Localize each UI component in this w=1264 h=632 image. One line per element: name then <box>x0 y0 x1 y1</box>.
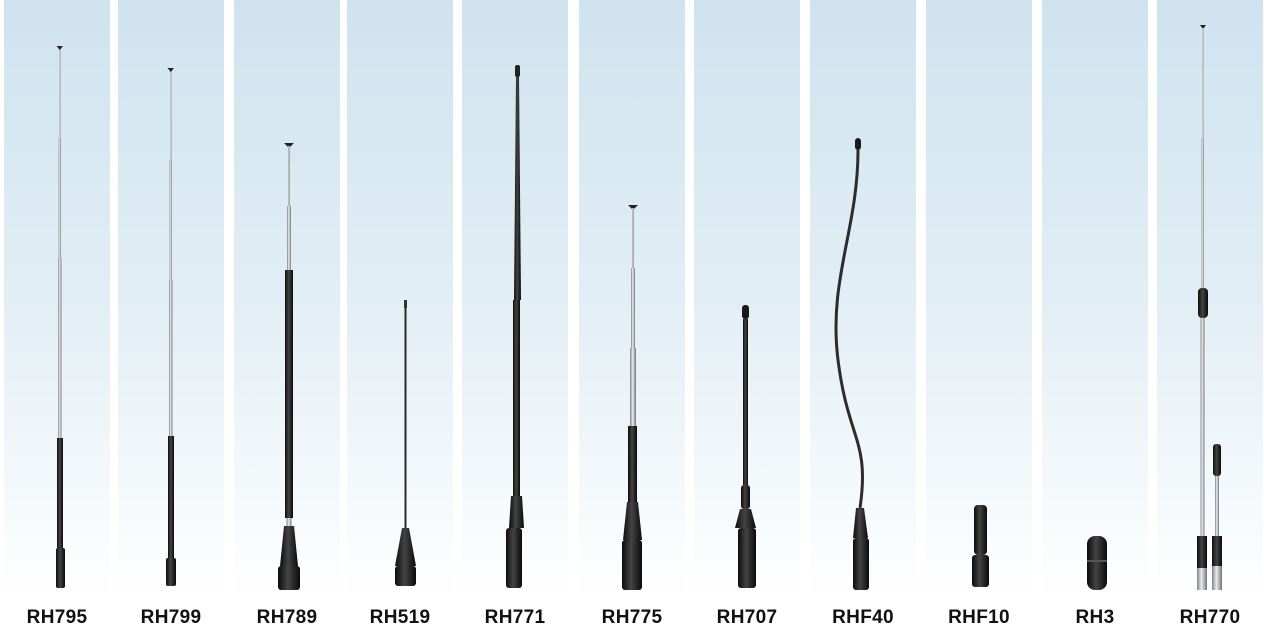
antenna-rh775 <box>622 205 642 590</box>
product-panel-rh770 <box>1157 0 1263 600</box>
antenna-rh789 <box>278 143 300 590</box>
antenna-rh519 <box>395 300 416 586</box>
antenna-rh3 <box>1087 536 1107 590</box>
model-name-rhf10: RHF10 <box>948 607 1010 628</box>
model-name-rh795: RH795 <box>26 607 88 628</box>
product-panel-rhf10 <box>926 0 1032 600</box>
model-name-rh707: RH707 <box>716 607 778 628</box>
model-name-rh789: RH789 <box>256 607 318 628</box>
antenna-rh799 <box>166 68 176 586</box>
product-panel-rh519 <box>347 0 453 600</box>
antenna-rhf10 <box>972 505 989 587</box>
product-panel-rhf40 <box>810 0 916 600</box>
model-name-rhf40: RHF40 <box>832 607 894 628</box>
antenna-rh707 <box>735 305 756 588</box>
model-name-rh770: RH770 <box>1179 607 1241 628</box>
model-name-rh519: RH519 <box>369 607 431 628</box>
antenna-rhf40 <box>834 138 869 590</box>
antenna-rh770 <box>1197 25 1222 590</box>
product-panel-rh3 <box>1042 0 1148 600</box>
model-name-rh799: RH799 <box>140 607 202 628</box>
antenna-rh795 <box>56 46 65 588</box>
model-name-rh3: RH3 <box>1075 607 1115 628</box>
antenna-rh771 <box>506 65 524 588</box>
model-name-rh771: RH771 <box>484 607 546 628</box>
model-name-rh775: RH775 <box>601 607 663 628</box>
